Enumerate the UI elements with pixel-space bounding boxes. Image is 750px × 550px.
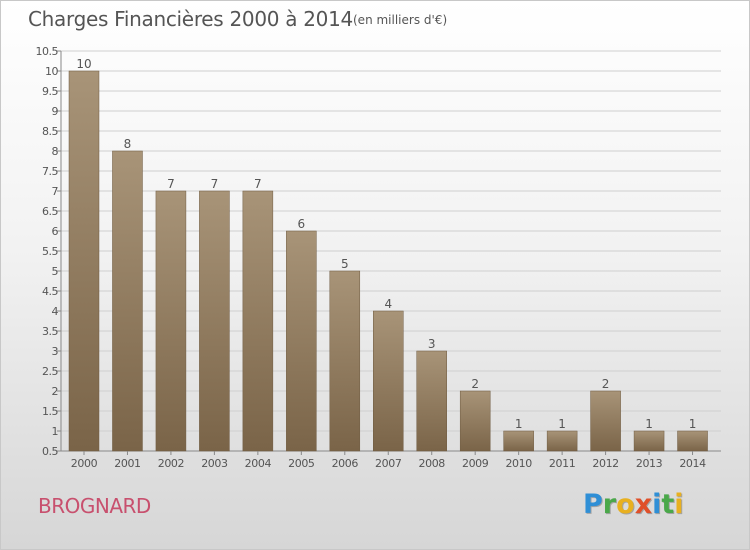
- y-tick-label: 8.5: [42, 125, 58, 138]
- bar: [155, 190, 187, 452]
- bar: [329, 270, 361, 452]
- y-tick-label: 3.5: [42, 325, 58, 338]
- logo-letter: i: [652, 489, 662, 520]
- y-tick-label: 7.5: [42, 165, 58, 178]
- y-tick-label: 10: [45, 65, 58, 78]
- x-tick-label: 2006: [332, 457, 359, 470]
- bar: [199, 190, 230, 452]
- x-tick-label: 2005: [288, 457, 315, 470]
- chart-subtitle: (en milliers d'€): [353, 13, 448, 27]
- y-tick-label: 9: [52, 105, 59, 118]
- bar: [633, 430, 665, 452]
- x-tick-label: 2009: [462, 457, 489, 470]
- x-tick-label: 2004: [245, 457, 272, 470]
- bar-value-label: 4: [384, 297, 392, 311]
- bar: [416, 350, 447, 452]
- y-tick-label: 6.5: [42, 205, 58, 218]
- bar-value-label: 7: [211, 177, 219, 191]
- y-tick-label: 4: [52, 305, 59, 318]
- x-tick-label: 2013: [636, 457, 663, 470]
- bar-value-label: 2: [602, 377, 610, 391]
- y-tick-label: 2: [52, 385, 59, 398]
- x-tick-label: 2003: [201, 457, 228, 470]
- y-tick-label: 1: [52, 425, 59, 438]
- x-tick-label: 2010: [505, 457, 532, 470]
- x-tick-label: 2014: [679, 457, 706, 470]
- x-tick-label: 2001: [114, 457, 140, 470]
- bar: [459, 390, 491, 452]
- bar-value-label: 7: [254, 177, 262, 191]
- y-tick-label: 4.5: [42, 285, 58, 298]
- bar: [546, 430, 578, 452]
- logo-letter: r: [602, 489, 617, 520]
- bar-value-label: 2: [471, 377, 479, 391]
- logo-letter: P: [583, 489, 603, 520]
- proxiti-logo: Proxiti: [583, 489, 684, 520]
- bar-value-label: 10: [76, 57, 91, 71]
- y-tick-label: 10.5: [36, 45, 59, 58]
- x-tick-label: 2002: [158, 457, 184, 470]
- bar-value-label: 3: [428, 337, 436, 351]
- y-tick-label: 7: [52, 185, 59, 198]
- bar: [677, 430, 708, 452]
- bar: [503, 430, 534, 452]
- y-tick-label: 9.5: [42, 85, 58, 98]
- bar: [68, 70, 100, 452]
- logo-letter: t: [661, 489, 675, 520]
- y-tick-label: 0.5: [42, 445, 58, 458]
- logo-letter: o: [616, 489, 635, 520]
- y-tick-label: 8: [52, 145, 59, 158]
- y-tick-label: 5.5: [42, 245, 58, 258]
- bar-value-label: 7: [167, 177, 175, 191]
- bar: [112, 150, 143, 452]
- bar: [242, 190, 274, 452]
- x-tick-label: 2012: [592, 457, 618, 470]
- bar-value-label: 1: [515, 417, 523, 431]
- bar-value-label: 8: [124, 137, 132, 151]
- y-tick-label: 1.5: [42, 405, 58, 418]
- chart-title: Charges Financières 2000 à 2014: [28, 7, 353, 31]
- bar: [373, 310, 404, 452]
- bar: [590, 390, 621, 452]
- bar: [286, 230, 317, 452]
- logo-letter: i: [674, 489, 684, 520]
- commune-name: BROGNARD: [38, 494, 151, 518]
- x-tick-label: 2007: [375, 457, 402, 470]
- y-tick-label: 3: [52, 345, 59, 358]
- y-tick-label: 2.5: [42, 365, 58, 378]
- logo-letter: x: [634, 489, 653, 520]
- bar-value-label: 1: [558, 417, 566, 431]
- y-tick-label: 6: [52, 225, 59, 238]
- x-tick-label: 2000: [71, 457, 98, 470]
- y-tick-label: 5: [52, 265, 59, 278]
- x-tick-label: 2011: [549, 457, 575, 470]
- bar-value-label: 1: [645, 417, 653, 431]
- bar-value-label: 6: [298, 217, 306, 231]
- bar-value-label: 1: [689, 417, 697, 431]
- bar-value-label: 5: [341, 257, 349, 271]
- x-tick-label: 2008: [419, 457, 446, 470]
